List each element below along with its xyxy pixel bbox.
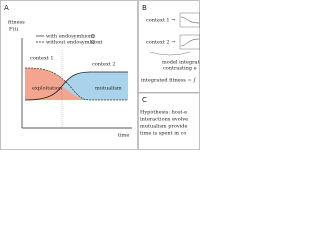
hypothesis-line: time is spent in co	[140, 131, 186, 137]
figure: A fitness F(t) time with endosymbiont wi…	[0, 0, 200, 150]
curve-with	[24, 71, 128, 101]
mini-plot	[179, 12, 200, 28]
context-label: context 1	[30, 56, 54, 62]
hypothesis-line: mutualism provide	[140, 124, 187, 130]
mini-plot	[179, 34, 200, 50]
caption: model integrat	[162, 60, 199, 66]
caption: contrasting e	[163, 66, 197, 72]
legend-symbol	[90, 34, 95, 39]
panel-c-frame	[138, 92, 200, 150]
legend-entry: without endosymbiont	[46, 40, 103, 46]
mini-curve	[180, 16, 200, 24]
panel-a-frame	[0, 0, 138, 150]
y-axis-label: F(t)	[9, 26, 18, 33]
legend-entry: with endosymbiont	[46, 34, 94, 40]
panel-label: C	[142, 96, 147, 104]
context-row: context 2 →	[146, 40, 175, 46]
curve-without	[24, 67, 128, 101]
panel-label: A	[4, 4, 9, 12]
mutualism-region	[62, 72, 128, 100]
brace	[149, 51, 191, 56]
formula: integrated fitness = ∫	[141, 78, 196, 84]
hypothesis-line: Hypothesis: host-e	[140, 110, 187, 116]
region-label: mutualism	[95, 86, 122, 92]
y-axis-label: fitness	[8, 20, 25, 26]
hypothesis-line: interactions evolve	[140, 117, 188, 123]
mini-curve	[180, 38, 200, 47]
region-label: exploitation	[32, 86, 63, 92]
context-label: context 2	[92, 62, 116, 68]
panel-b-frame	[138, 0, 200, 93]
x-axis-label: time	[118, 133, 129, 139]
context-row: context 1 →	[146, 18, 175, 24]
legend-symbol	[90, 40, 95, 45]
panel-label: B	[142, 4, 147, 12]
